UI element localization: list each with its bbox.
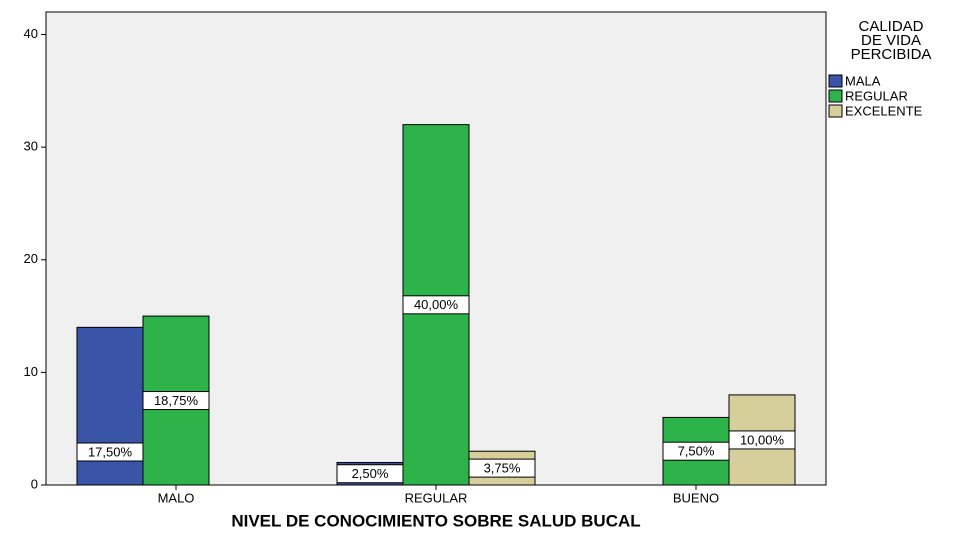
x-tick-label: BUENO [673, 490, 719, 505]
label-box [76, 442, 144, 462]
label-box [468, 458, 536, 478]
data-label: 17,50% [88, 444, 133, 459]
legend-swatch [828, 104, 843, 118]
data-label: 18,75% [154, 393, 199, 408]
x-tick-label: MALO [158, 490, 195, 505]
y-tick-label: 30 [24, 139, 38, 154]
legend-swatch [828, 74, 843, 88]
label-box [728, 430, 796, 450]
data-label: 2,50% [352, 466, 389, 481]
data-label: 7,50% [678, 444, 715, 459]
legend-title: CALIDAD [858, 18, 923, 35]
y-tick-label: 0 [31, 476, 38, 491]
data-label: 40,00% [414, 297, 459, 312]
data-label: 10,00% [740, 432, 785, 447]
legend-label: MALA [845, 73, 881, 88]
legend-label: EXCELENTE [845, 103, 923, 118]
y-tick-label: 10 [24, 364, 38, 379]
y-tick-label: 20 [24, 251, 38, 266]
data-label: 3,75% [484, 461, 521, 476]
label-box [142, 391, 210, 411]
legend-title: PERCIBIDA [851, 46, 932, 63]
x-axis-title: NIVEL DE CONOCIMIENTO SOBRE SALUD BUCAL [231, 511, 640, 530]
legend-label: REGULAR [845, 88, 908, 103]
label-box [662, 441, 730, 461]
label-box [336, 464, 404, 484]
x-tick-label: REGULAR [405, 490, 468, 505]
legend-title: DE VIDA [861, 32, 921, 49]
y-tick-label: 40 [24, 26, 38, 41]
legend-swatch [828, 89, 843, 103]
label-box [402, 295, 470, 315]
